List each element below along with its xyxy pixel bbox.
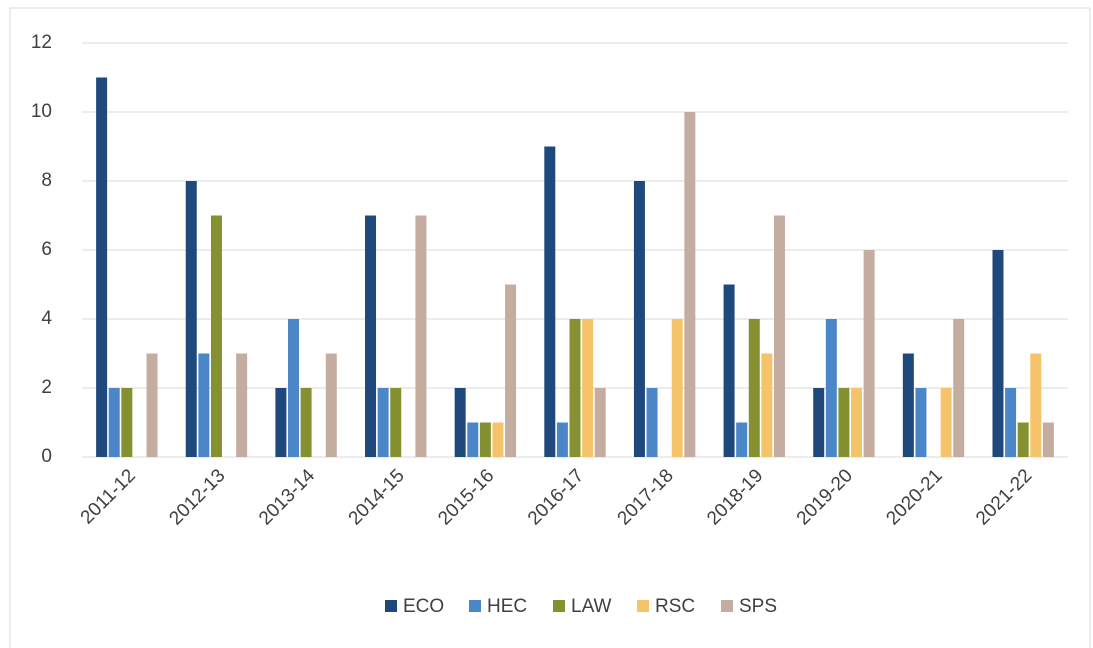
bar [1030,353,1042,457]
bar [108,388,120,457]
bar [505,284,517,457]
legend-label: RSC [655,596,695,617]
bar [300,388,312,457]
y-tick-label: 12 [31,32,52,53]
bar [902,353,914,457]
legend-swatch [721,600,733,612]
bar [1017,422,1029,457]
legend-swatch [385,600,397,612]
bar [1005,388,1017,457]
bar [646,388,658,457]
y-tick-label: 4 [41,308,52,329]
bar [275,388,287,457]
bar [838,388,850,457]
bar [953,319,965,457]
legend-label: ECO [403,596,444,617]
bar [723,284,735,457]
bar [467,422,479,457]
bar [377,388,389,457]
bar [121,388,133,457]
y-tick-label: 2 [41,377,52,398]
bar [736,422,748,457]
bar [146,353,158,457]
bar [671,319,683,457]
bar [863,250,875,457]
bar [96,77,108,457]
bar [236,353,248,457]
bar [569,319,581,457]
bar [390,388,402,457]
bar [773,215,785,457]
bar [492,422,504,457]
bar [594,388,606,457]
bar [761,353,773,457]
bar [1042,422,1054,457]
bar [748,319,760,457]
bar [454,388,466,457]
bar [851,388,863,457]
bar [992,250,1004,457]
bar [210,215,222,457]
legend-label: HEC [487,596,527,617]
y-tick-label: 8 [41,170,52,191]
bar [185,181,197,457]
y-tick-label: 10 [31,101,52,122]
bar [556,422,568,457]
bar [325,353,337,457]
bar [940,388,952,457]
legend-swatch [469,600,481,612]
legend-swatch [553,600,565,612]
bar [415,215,427,457]
bar [915,388,927,457]
y-tick-label: 0 [41,446,52,467]
bar [825,319,837,457]
bar [544,146,556,457]
bar [365,215,377,457]
bar [287,319,299,457]
bar [813,388,825,457]
y-tick-label: 6 [41,239,52,260]
bar [582,319,594,457]
legend-label: SPS [739,596,777,617]
bar [684,112,696,457]
bar [633,181,645,457]
bar [198,353,210,457]
legend-swatch [637,600,649,612]
bar [479,422,491,457]
legend-label: LAW [571,596,612,617]
